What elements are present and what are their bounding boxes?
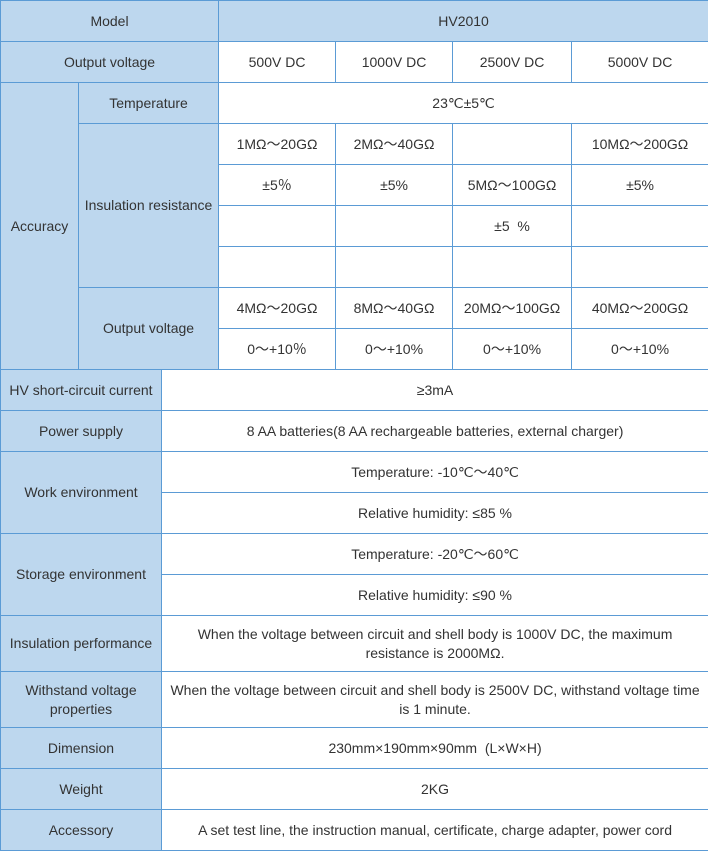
cell: ±5 %	[453, 206, 572, 247]
storage-environment-label: Storage environment	[1, 534, 162, 616]
cell: 20MΩ～100GΩ	[453, 288, 572, 329]
weight-label: Weight	[1, 769, 162, 810]
insulation-resistance-label: Insulation resistance	[79, 124, 219, 288]
work-humidity: Relative humidity: ≤85 %	[162, 493, 708, 534]
output-voltage-value: 500V DC	[219, 42, 336, 83]
cell	[572, 247, 708, 288]
temperature-label: Temperature	[79, 83, 219, 124]
cell: 10MΩ～200GΩ	[572, 124, 708, 165]
cell: 0～+10%	[336, 329, 453, 370]
cell: 4MΩ～20GΩ	[219, 288, 336, 329]
storage-temperature: Temperature: -20℃～60℃	[162, 534, 708, 575]
cell	[219, 247, 336, 288]
row-accessory: Accessory A set test line, the instructi…	[1, 810, 708, 851]
dimension-value: 230mm×190mm×90mm (L×W×H)	[162, 728, 708, 769]
cell: 2MΩ～40GΩ	[336, 124, 453, 165]
power-supply-value: 8 AA batteries(8 AA rechargeable batteri…	[162, 411, 708, 452]
row-insulation-resistance: Insulation resistance 1MΩ～20GΩ 2MΩ～40GΩ …	[1, 124, 708, 165]
cell	[453, 247, 572, 288]
cell: 5MΩ～100GΩ	[453, 165, 572, 206]
weight-value: 2KG	[162, 769, 708, 810]
storage-humidity: Relative humidity: ≤90 %	[162, 575, 708, 616]
dimension-label: Dimension	[1, 728, 162, 769]
cell	[336, 206, 453, 247]
row-power-supply: Power supply 8 AA batteries(8 AA recharg…	[1, 411, 708, 452]
accessory-value: A set test line, the instruction manual,…	[162, 810, 708, 851]
withstand-voltage-value: When the voltage between circuit and she…	[162, 672, 708, 728]
cell	[219, 206, 336, 247]
row-insulation-performance: Insulation performance When the voltage …	[1, 616, 708, 672]
withstand-voltage-label: Withstand voltage properties	[1, 672, 162, 728]
row-dimension: Dimension 230mm×190mm×90mm (L×W×H)	[1, 728, 708, 769]
output-voltage-value: 5000V DC	[572, 42, 708, 83]
row-withstand-voltage: Withstand voltage properties When the vo…	[1, 672, 708, 728]
short-circuit-value: ≥3mA	[162, 370, 708, 411]
row-short-circuit: HV short-circuit current ≥3mA	[1, 370, 708, 411]
cell: 8MΩ～40GΩ	[336, 288, 453, 329]
model-value: HV2010	[219, 1, 708, 42]
insulation-performance-label: Insulation performance	[1, 616, 162, 672]
cell	[336, 247, 453, 288]
cell: ±5%	[336, 165, 453, 206]
accessory-label: Accessory	[1, 810, 162, 851]
cell: 1MΩ～20GΩ	[219, 124, 336, 165]
cell: ±5％	[219, 165, 336, 206]
short-circuit-label: HV short-circuit current	[1, 370, 162, 411]
work-environment-label: Work environment	[1, 452, 162, 534]
output-voltage-label: Output voltage	[1, 42, 219, 83]
cell: ±5%	[572, 165, 708, 206]
output-voltage-value: 1000V DC	[336, 42, 453, 83]
output-voltage-value: 2500V DC	[453, 42, 572, 83]
cell	[572, 206, 708, 247]
temperature-value: 23℃±5℃	[219, 83, 708, 124]
row-model: Model HV2010	[1, 1, 708, 42]
power-supply-label: Power supply	[1, 411, 162, 452]
row-accuracy-temperature: Accuracy Temperature 23℃±5℃	[1, 83, 708, 124]
work-temperature: Temperature: -10℃～40℃	[162, 452, 708, 493]
cell: 40MΩ～200GΩ	[572, 288, 708, 329]
row-work-environment: Work environment Temperature: -10℃～40℃	[1, 452, 708, 493]
cell	[453, 124, 572, 165]
model-label: Model	[1, 1, 219, 42]
accuracy-output-voltage-label: Output voltage	[79, 288, 219, 370]
row-output-voltage: Output voltage 500V DC 1000V DC 2500V DC…	[1, 42, 708, 83]
cell: 0～+10%	[572, 329, 708, 370]
row-accuracy-output-voltage: Output voltage 4MΩ～20GΩ 8MΩ～40GΩ 20MΩ～10…	[1, 288, 708, 329]
insulation-performance-value: When the voltage between circuit and she…	[162, 616, 708, 672]
cell: 0～+10%	[453, 329, 572, 370]
row-storage-environment: Storage environment Temperature: -20℃～60…	[1, 534, 708, 575]
accuracy-label: Accuracy	[1, 83, 79, 370]
cell: 0～+10％	[219, 329, 336, 370]
row-weight: Weight 2KG	[1, 769, 708, 810]
